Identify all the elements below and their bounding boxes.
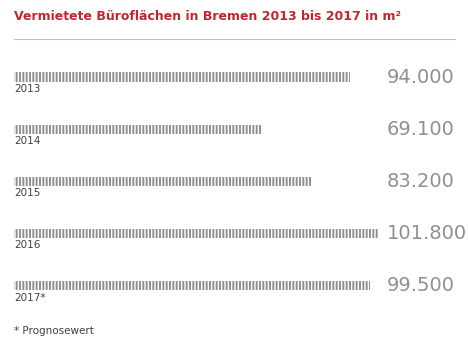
Text: 101.800: 101.800	[387, 224, 467, 243]
Bar	[14, 73, 350, 82]
Text: 2014: 2014	[14, 136, 40, 146]
Text: 69.100: 69.100	[387, 120, 455, 139]
Text: 94.000: 94.000	[387, 68, 455, 87]
Text: 99.500: 99.500	[387, 276, 455, 295]
Text: 2013: 2013	[14, 84, 40, 94]
Text: Vermietete Büroflächen in Bremen 2013 bis 2017 in m²: Vermietete Büroflächen in Bremen 2013 bi…	[14, 10, 401, 23]
Text: 2017*: 2017*	[14, 293, 45, 303]
Bar	[14, 229, 378, 238]
Bar	[14, 177, 311, 186]
Bar	[14, 281, 370, 291]
Text: 2015: 2015	[14, 188, 40, 198]
Text: * Prognosewert: * Prognosewert	[14, 326, 94, 336]
Text: 83.200: 83.200	[387, 172, 455, 191]
Bar	[14, 125, 261, 134]
Text: 2016: 2016	[14, 240, 40, 251]
